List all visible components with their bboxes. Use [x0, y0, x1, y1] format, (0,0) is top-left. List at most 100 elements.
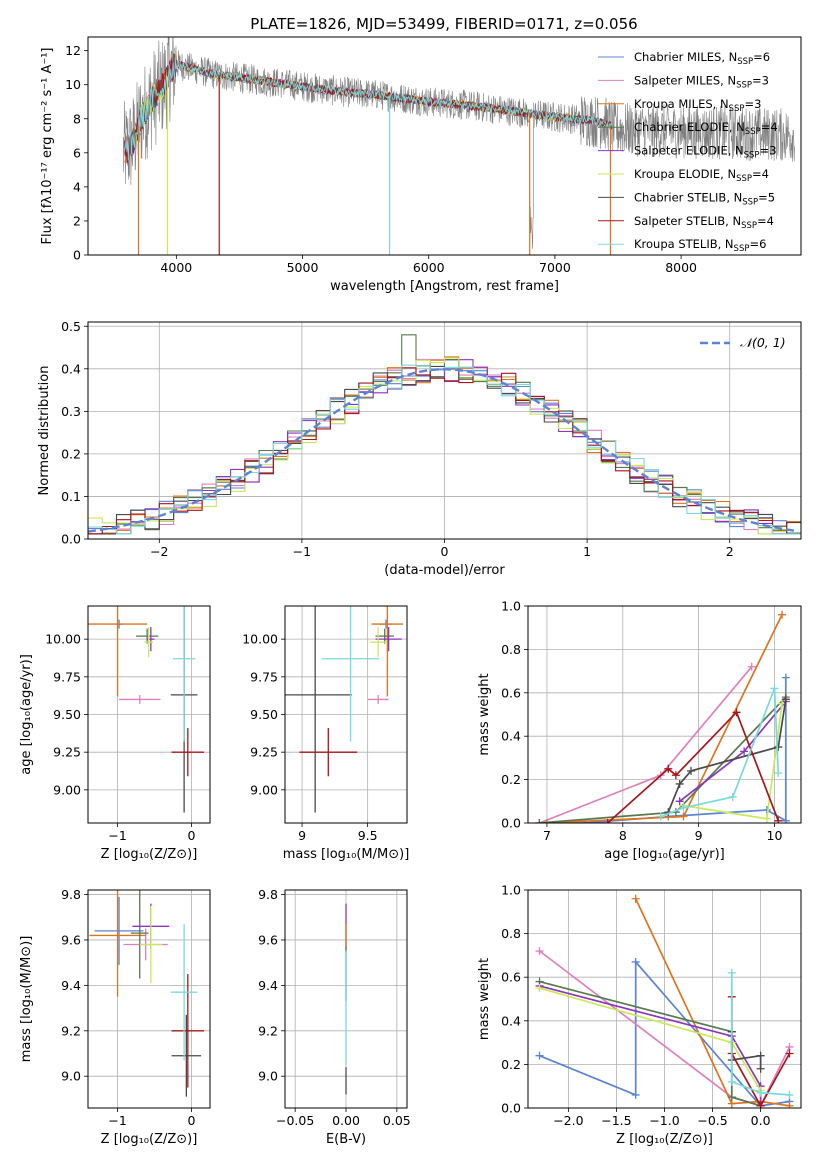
series-line [539, 677, 787, 823]
legend-label-count: =3 [744, 97, 761, 111]
y-tick-label: 9.2 [61, 1023, 81, 1038]
x-axis-label: Z [log₁₀(Z/Z⊙)] [101, 847, 198, 862]
figure-title: PLATE=1826, MJD=53499, FIBERID=0171, z=0… [250, 15, 637, 33]
x-tick-label: 9 [695, 828, 703, 843]
legend-label-chabrier-stelib: Chabrier STELIB, NSSP=5 [634, 190, 775, 207]
series-marker [727, 1077, 736, 1086]
plot-area [535, 610, 790, 823]
y-tick-label: 0.5 [61, 319, 81, 334]
y-axis-label: Flux [fλ10⁻¹⁷ erg cm⁻² s⁻¹ A⁻¹] [40, 48, 55, 245]
x-tick-label: 0 [188, 1113, 196, 1128]
errorbar-kroupa-miles [371, 606, 404, 697]
y-tick-label: 1.0 [501, 883, 521, 898]
series-line [539, 985, 762, 1106]
series-salpeter-elodie [675, 697, 790, 806]
series-marker [535, 984, 544, 993]
series-salpeter-stelib [603, 708, 783, 823]
errorbar-kroupa-miles [88, 606, 148, 697]
series-marker [631, 957, 640, 966]
y-tick-label: 9.8 [61, 887, 81, 902]
series-marker [785, 1090, 794, 1099]
x-axis-label: mass [log₁₀(M/M⊙)] [283, 847, 410, 862]
x-axis-label: (data-model)/error [384, 563, 505, 578]
series-marker [535, 819, 544, 823]
series-chabrier-miles [535, 673, 790, 823]
x-tick-label: 5000 [287, 260, 319, 275]
errorbar-salpeter-stelib [171, 974, 205, 1088]
x-tick-label: 0 [441, 544, 449, 559]
y-tick-label: 0.2 [501, 1057, 521, 1072]
y-tick-label: 9.4 [61, 978, 81, 993]
series-marker [756, 1101, 765, 1108]
axes-frame [527, 889, 802, 1109]
errorbar-salpeter-miles [119, 694, 161, 704]
weight-vs-age-panel: 7 8 9 10 0.0 0.2 0.4 0.6 0.8 1.0 age [log₁₀(age/yr… [477, 599, 802, 862]
x-tick-label: 0.05 [383, 1113, 411, 1128]
series-marker [580, 819, 589, 823]
series-marker [728, 792, 737, 801]
series-marker [778, 610, 787, 619]
plot-area [88, 334, 801, 535]
plot-area [535, 894, 794, 1108]
errorbar-salpeter-stelib [171, 728, 205, 777]
series-marker [762, 814, 771, 823]
legend-label-count: =3 [760, 144, 777, 158]
legend-label-subscript: SSP [745, 127, 761, 137]
plot-area [123, 37, 795, 255]
series-marker [774, 743, 783, 752]
series-marker [756, 1088, 765, 1097]
y-tick-label: 9.25 [250, 745, 278, 760]
weight-vs-metallicity-panel: −2.0 −1.5 −1.0 −0.5 0.0 0.0 0.2 0.4 0.6 0.8 1.0 Z [… [477, 883, 802, 1147]
x-tick-label: 9.5 [358, 828, 378, 843]
series-line [539, 696, 787, 823]
x-tick-label: −1.5 [601, 1113, 631, 1128]
x-tick-label: 0 [188, 828, 196, 843]
series-marker [664, 764, 673, 773]
x-tick-label: 8000 [665, 260, 697, 275]
x-tick-label: −2.0 [553, 1113, 583, 1128]
legend-label-chabrier-elodie: Chabrier ELODIE, NSSP=4 [634, 120, 778, 137]
x-tick-label: 1 [583, 544, 591, 559]
errorbar-chabrier-elodie [130, 890, 149, 979]
residuals-panel: −2 −1 0 1 2 0.0 0.1 0.2 0.3 0.4 0.5 (data-model)/er… [37, 319, 802, 578]
legend-label-text: Chabrier ELODIE, N [634, 120, 745, 134]
legend-label-salpeter-stelib: Salpeter STELIB, NSSP=4 [634, 214, 774, 231]
x-tick-label: −1 [108, 1113, 126, 1128]
x-axis-label: Z [log₁₀(Z/Z⊙)] [616, 1132, 713, 1147]
series-marker [727, 968, 736, 977]
legend-label-salpeter-miles: Salpeter MILES, NSSP=3 [634, 73, 769, 90]
legend-label-count: =4 [757, 214, 774, 228]
series-marker [774, 816, 783, 823]
y-tick-label: 9.50 [250, 707, 278, 722]
series-kroupa-stelib [727, 968, 794, 1099]
x-tick-label: 2 [726, 544, 734, 559]
errorbar-chabrier-miles [94, 896, 144, 965]
y-axis-label: mass weight [477, 958, 492, 1040]
series-salpeter-miles [535, 662, 756, 823]
y-tick-label: 10 [65, 77, 81, 92]
errorbar-chabrier-elodie [136, 628, 159, 644]
legend-label-text: Kroupa STELIB, N [634, 237, 734, 251]
y-tick-label: 12 [65, 43, 81, 58]
series-marker [740, 747, 749, 756]
residuals-legend: 𝒩(0, 1) [700, 335, 786, 350]
series-salpeter-elodie [535, 981, 765, 1108]
mass-vs-ebv-panel: −0.05 0.00 0.05 9.0 9.2 9.4 9.6 9.8 E(B-V) [258, 887, 411, 1147]
series-marker [781, 816, 790, 823]
y-tick-label: 2 [73, 213, 81, 228]
series-marker [785, 1101, 794, 1108]
y-tick-label: 9.75 [250, 669, 278, 684]
x-axis-label: wavelength [Angstrom, rest frame] [330, 279, 559, 294]
errorbar-salpeter-miles [367, 694, 389, 704]
legend-label-text: Salpeter ELODIE, N [634, 144, 744, 158]
series-kroupa-miles [542, 610, 787, 823]
y-tick-label: 9.0 [61, 1069, 81, 1084]
y-axis-label: age [log₁₀(age/yr)] [19, 654, 34, 775]
y-tick-label: 9.25 [53, 745, 81, 760]
y-tick-label: 0.0 [61, 532, 81, 547]
series-marker [747, 662, 756, 671]
series-marker [727, 1093, 736, 1102]
axes-frame [87, 36, 802, 256]
legend-label-kroupa-miles: Kroupa MILES, NSSP=3 [634, 97, 761, 114]
